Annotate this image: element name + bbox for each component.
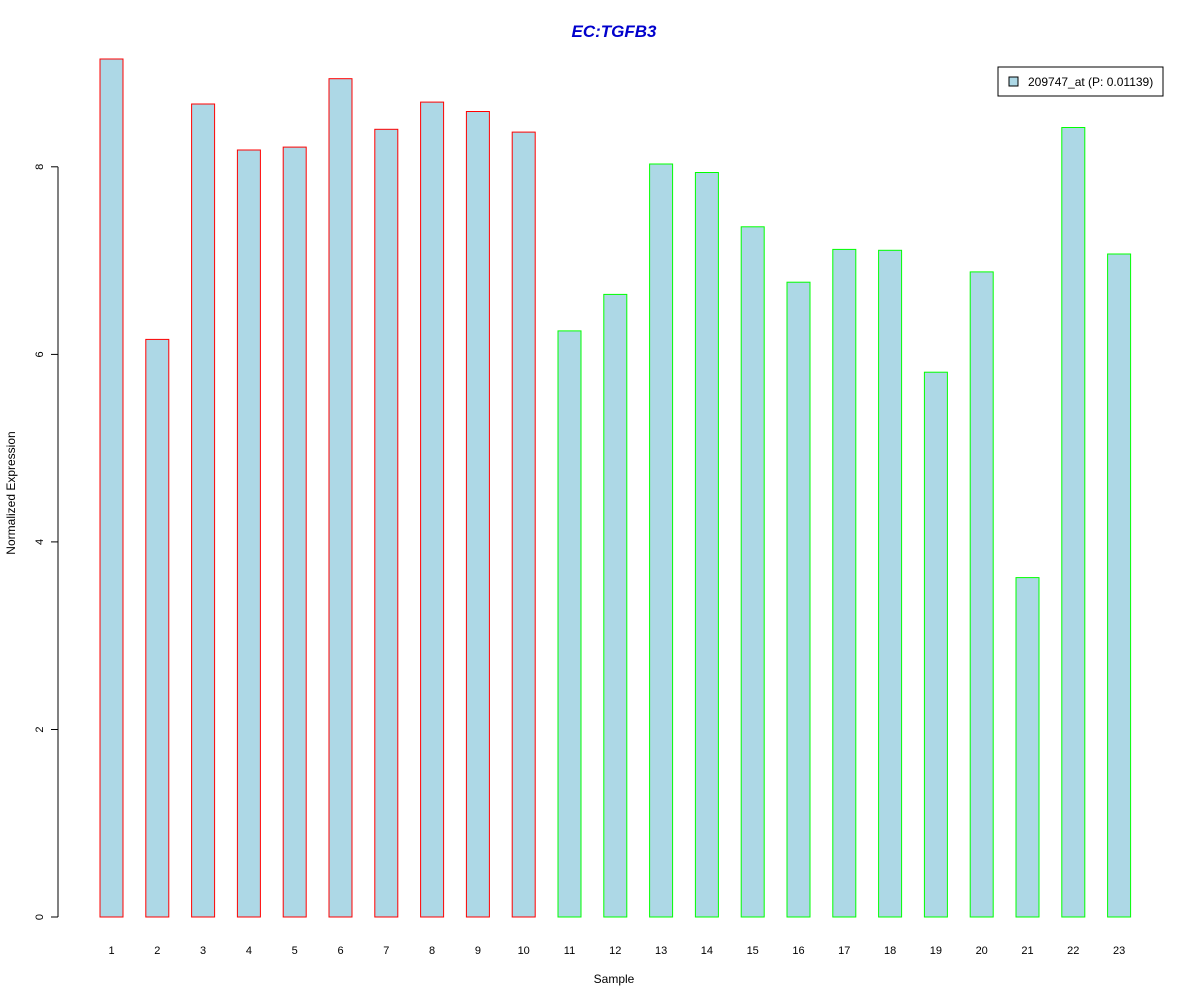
legend-entry-label: 209747_at (P: 0.01139) — [1028, 75, 1153, 89]
legend-swatch — [1008, 76, 1019, 87]
bar-sample-21 — [1015, 577, 1040, 918]
bar-sample-8 — [420, 101, 445, 918]
x-tick-label: 8 — [429, 945, 435, 957]
x-tick-label: 20 — [976, 945, 988, 957]
bar-sample-2 — [145, 338, 170, 918]
x-tick-label: 9 — [475, 945, 481, 957]
y-tick-label: 6 — [34, 351, 46, 357]
bar-sample-18 — [878, 249, 903, 918]
x-tick-label: 6 — [337, 945, 343, 957]
x-tick-label: 4 — [246, 945, 252, 957]
x-tick-label: 21 — [1021, 945, 1033, 957]
bar-sample-9 — [465, 111, 490, 918]
x-tick-labels: 1 2 3 4 5 6 7 8 9 10 11 12 13 14 15 16 17 18 19 20 21 22 23 — [108, 945, 1125, 957]
x-tick-label: 11 — [564, 945, 575, 957]
legend-box — [997, 66, 1164, 97]
bar-sample-5 — [282, 146, 307, 918]
bar-sample-10 — [511, 131, 536, 918]
x-tick-label: 10 — [518, 945, 530, 957]
x-tick-label: 14 — [701, 945, 713, 957]
bar-sample-12 — [603, 293, 628, 918]
chart-title: EC:TGFB3 — [572, 22, 658, 41]
x-tick-label: 23 — [1113, 945, 1125, 957]
bar-sample-7 — [374, 128, 399, 918]
y-axis: 0 2 4 6 8 — [34, 164, 59, 920]
bar-sample-20 — [969, 271, 994, 918]
x-tick-label: 19 — [930, 945, 942, 957]
x-tick-label: 13 — [655, 945, 667, 957]
y-tick-label: 2 — [34, 726, 46, 732]
y-tick-label: 4 — [34, 539, 46, 545]
x-tick-label: 5 — [292, 945, 298, 957]
x-tick-label: 2 — [154, 945, 160, 957]
y-tick-label: 8 — [34, 164, 46, 170]
x-tick-label: 1 — [108, 945, 114, 957]
bar-sample-17 — [832, 248, 857, 918]
y-axis-label: Normalized Expression — [4, 431, 18, 554]
x-tick-label: 7 — [383, 945, 389, 957]
x-tick-label: 15 — [747, 945, 759, 957]
x-tick-label: 22 — [1067, 945, 1079, 957]
bar-sample-16 — [786, 281, 811, 918]
x-tick-label: 12 — [609, 945, 621, 957]
x-tick-label: 16 — [792, 945, 804, 957]
bar-sample-14 — [694, 172, 719, 918]
x-tick-label: 18 — [884, 945, 896, 957]
x-tick-label: 3 — [200, 945, 206, 957]
bar-sample-1 — [99, 58, 124, 918]
bar-sample-22 — [1061, 127, 1086, 918]
bar-sample-19 — [923, 371, 948, 918]
bar-sample-4 — [236, 149, 261, 918]
bar-sample-13 — [649, 163, 674, 918]
bar-sample-23 — [1107, 253, 1132, 918]
legend: 209747_at (P: 0.01139) — [997, 66, 1164, 97]
x-tick-label: 17 — [838, 945, 850, 957]
bars-group — [99, 58, 1132, 918]
x-axis-label: Sample — [594, 972, 635, 986]
y-tick-label: 0 — [34, 914, 46, 920]
bar-sample-3 — [191, 103, 216, 918]
bar-sample-15 — [740, 226, 765, 918]
bar-sample-6 — [328, 78, 353, 918]
bar-sample-11 — [557, 330, 582, 918]
